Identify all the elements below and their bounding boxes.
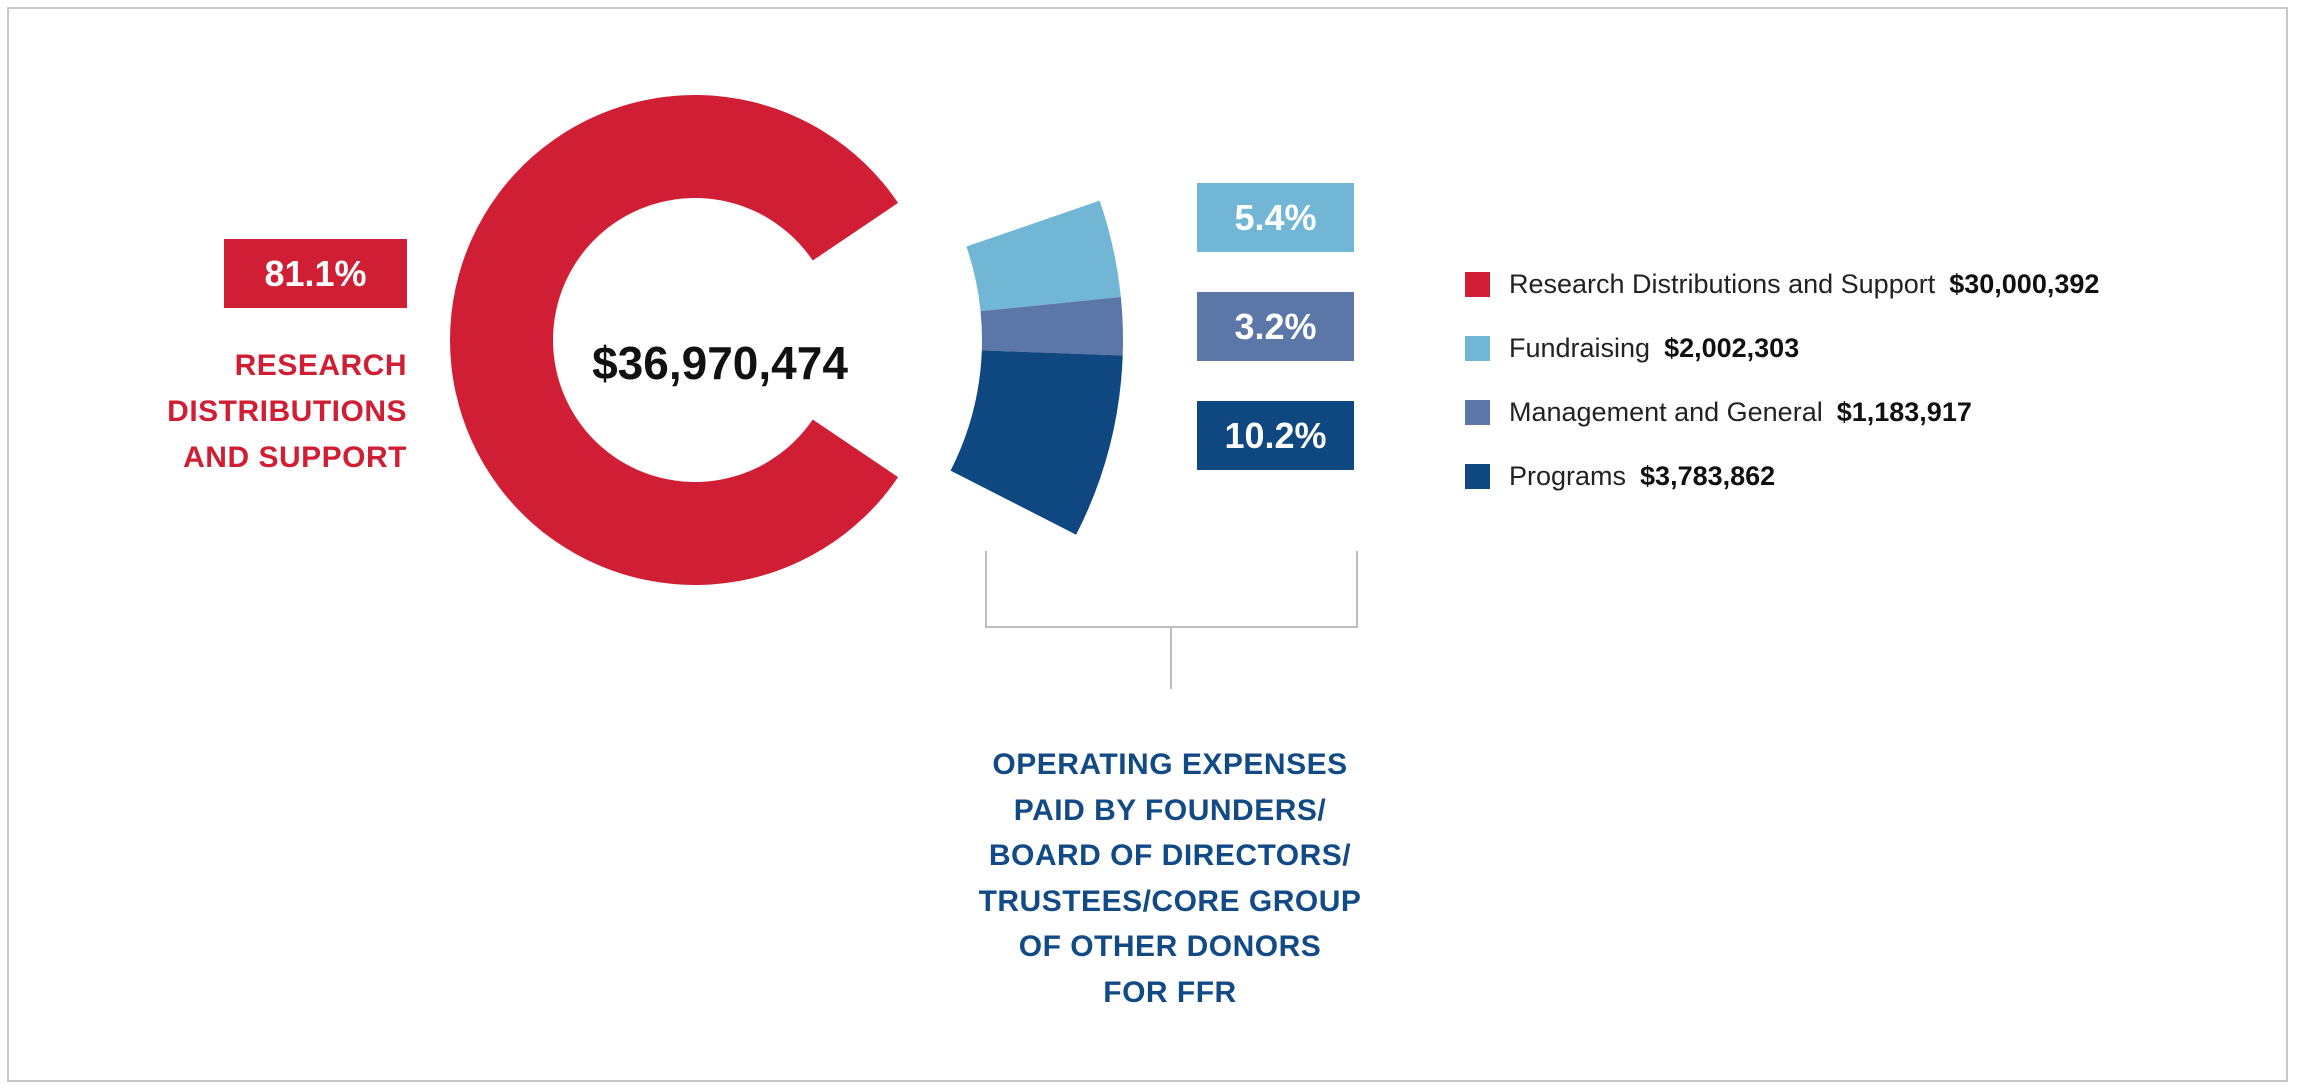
- legend-label: Fundraising: [1509, 332, 1651, 363]
- legend-swatch: [1465, 399, 1490, 425]
- bracket-right: [1356, 551, 1358, 628]
- operating-label-line: TRUSTEES/CORE GROUP: [978, 884, 1362, 918]
- bracket-left: [985, 551, 987, 628]
- legend-value: $2,002,303: [1664, 332, 1800, 363]
- legend-swatch: [1465, 335, 1490, 361]
- operating-label-line: FOR FFR: [1103, 975, 1237, 1009]
- legend-item: Research Distributions and Support $30,00…: [1465, 252, 2099, 316]
- operating-label-line: OPERATING EXPENSES: [992, 748, 1348, 781]
- slice-fundraising: [966, 200, 1121, 312]
- slice-research: [449, 94, 899, 585]
- research-label: RESEARCH DISTRIBUTIONS AND SUPPORT: [167, 343, 407, 481]
- percent-label-programs: 10.2%: [1197, 401, 1354, 470]
- legend-item: Programs $3,783,862: [1465, 444, 2099, 508]
- percent-label-research: 81.1%: [224, 239, 407, 308]
- research-label-line: DISTRIBUTIONS: [167, 395, 407, 428]
- legend-value: $3,783,862: [1640, 460, 1776, 491]
- legend-label: Research Distributions and Support: [1509, 268, 1936, 299]
- legend-label: Programs: [1509, 460, 1627, 491]
- operating-label-line: BOARD OF DIRECTORS/: [988, 839, 1352, 872]
- percent-label-management: 3.2%: [1197, 292, 1354, 361]
- legend-item: Fundraising $2,002,303: [1465, 316, 2099, 380]
- slice-management: [980, 296, 1123, 356]
- legend-swatch: [1465, 463, 1490, 489]
- legend-value: $1,183,917: [1836, 396, 1972, 427]
- slice-programs: [950, 350, 1123, 535]
- legend-item: Management and General $1,183,917: [1465, 380, 2099, 444]
- operating-label-line: OF OTHER DONORS: [1018, 930, 1322, 963]
- legend-swatch: [1465, 271, 1490, 297]
- legend-label: Management and General: [1509, 396, 1823, 427]
- research-label-line: RESEARCH: [234, 349, 407, 382]
- legend: Research Distributions and Support $30,00…: [1465, 252, 2099, 508]
- total-label: $36,970,474: [592, 337, 848, 389]
- legend-value: $30,000,392: [1949, 268, 2100, 299]
- chart-frame: [7, 7, 2288, 1082]
- research-label-line: AND SUPPORT: [183, 441, 407, 474]
- operating-label-line: PAID BY FOUNDERS/: [1013, 793, 1327, 827]
- percent-label-fundraising: 5.4%: [1197, 183, 1354, 252]
- operating-expenses-label: OPERATING EXPENSES PAID BY FOUNDERS/ BOA…: [900, 742, 1440, 1015]
- bracket-stem: [1170, 626, 1172, 689]
